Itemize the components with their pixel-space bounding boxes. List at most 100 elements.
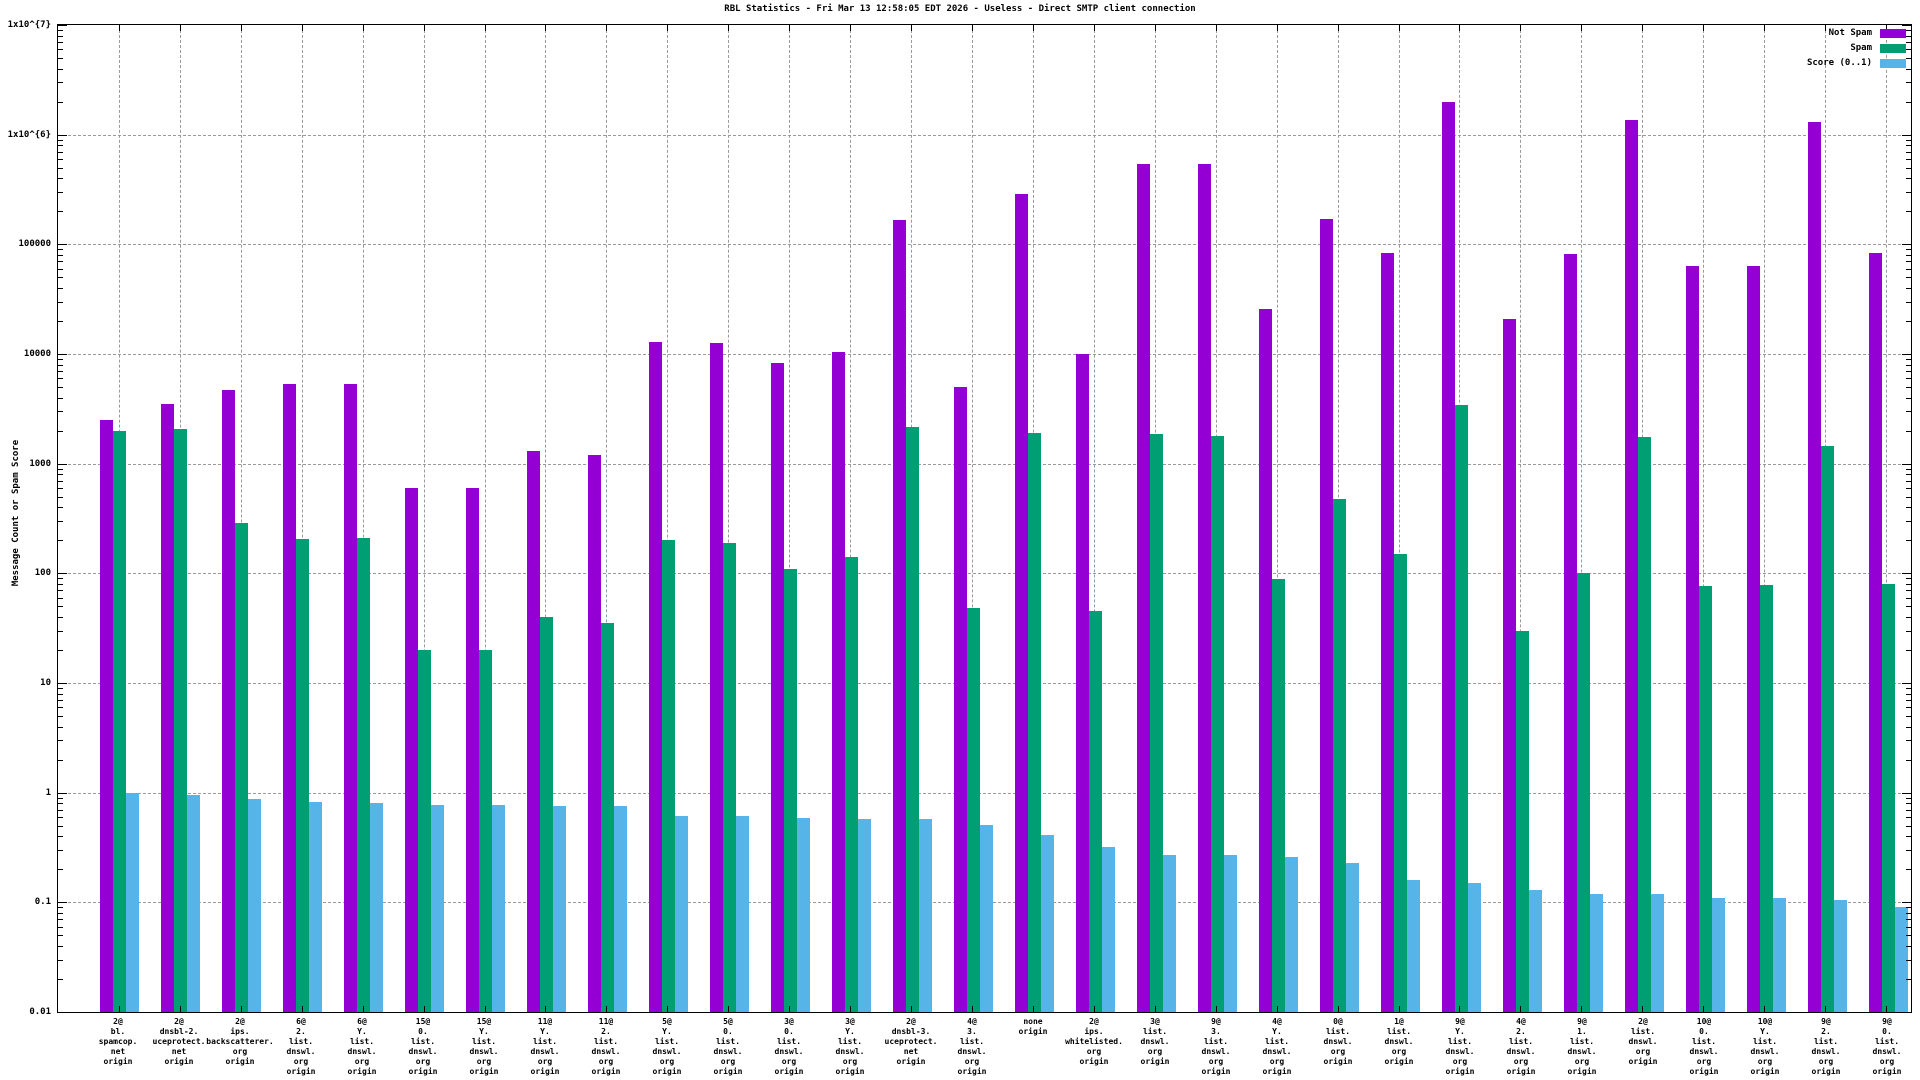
category-gridline [606,25,608,1012]
y-minor-tick [58,816,63,818]
y-minor-tick [58,912,63,914]
x-category-label: 2@ list. dnswl. org origin [1628,1017,1658,1066]
bar-cluster [1197,25,1237,1012]
bar-spam [356,538,370,1012]
y-minor-tick [1906,978,1911,980]
x-tick [545,25,547,31]
y-minor-tick [58,268,63,270]
y-minor-tick [1906,935,1911,937]
y-major-tick [1902,902,1911,904]
x-tick [1581,25,1583,31]
bar-spam [1088,611,1102,1012]
bar-score-0-1- [308,802,322,1012]
y-minor-tick [1906,151,1911,153]
y-minor-tick [58,158,63,160]
bar-score-0-1- [1833,900,1847,1012]
legend-swatch [1880,43,1906,53]
y-major-tick [1902,1012,1911,1013]
y-minor-tick [1906,158,1911,160]
y-minor-tick [1906,468,1911,470]
y-minor-tick [58,58,63,59]
y-minor-tick [58,919,63,921]
bar-not-spam [1563,254,1577,1012]
bar-not-spam [1685,266,1699,1012]
y-minor-tick [1906,907,1911,909]
legend-swatch [1880,28,1906,38]
bar-cluster [1807,25,1847,1012]
bar-score-0-1- [796,817,810,1012]
y-major-tick [58,683,67,684]
bar-spam [1454,405,1468,1012]
y-minor-tick [1906,364,1911,366]
bar-cluster [1624,25,1664,1012]
y-minor-tick [1906,707,1911,709]
y-minor-tick [58,411,63,413]
x-tick [1154,25,1156,31]
y-minor-tick [1906,630,1911,632]
bar-score-0-1- [857,818,871,1012]
x-tick [1093,1006,1095,1012]
bar-spam [1332,498,1346,1012]
y-minor-tick [1906,68,1911,70]
y-major-tick [58,134,67,136]
y-minor-tick [58,359,63,361]
x-category-label: 9@ 0. list. dnswl. org origin [1872,1017,1902,1076]
major-gridline [58,134,1911,136]
bar-score-0-1- [1284,856,1298,1012]
bar-cluster [1380,25,1420,1012]
y-major-tick [58,354,67,355]
bar-cluster [1563,25,1603,1012]
bar-not-spam [1197,164,1211,1012]
category-gridline [1703,25,1705,1012]
y-minor-tick [58,869,63,871]
bar-not-spam [1319,219,1333,1012]
x-tick [1215,1006,1217,1012]
x-tick [1703,25,1705,31]
y-minor-tick [58,474,63,476]
y-minor-tick [58,836,63,838]
y-minor-tick [1906,693,1911,695]
y-minor-tick [1906,597,1911,599]
bar-not-spam [282,384,296,1012]
y-tick-label: 1x10^{7} [7,20,51,30]
bar-spam [295,539,309,1012]
y-minor-tick [1906,139,1911,141]
legend: Not Spam Spam Score (0..1) [1807,28,1906,73]
y-tick-label: 1000 [29,458,51,469]
y-minor-tick [58,707,63,709]
x-tick [484,1006,486,1012]
x-tick [301,1006,303,1012]
y-minor-tick [58,507,63,509]
y-minor-tick [58,41,63,43]
y-minor-tick [1906,301,1911,303]
y-minor-tick [58,378,63,380]
major-gridline [58,683,1911,684]
bar-spam [722,542,736,1012]
y-major-tick [1902,134,1911,136]
x-tick [545,1006,547,1012]
x-tick [1215,25,1217,31]
y-minor-tick [1906,397,1911,399]
bar-score-0-1- [979,824,993,1012]
category-gridline [1093,25,1095,1012]
category-gridline [1886,25,1888,1012]
x-tick [1276,1006,1278,1012]
x-tick [362,25,364,31]
y-minor-tick [1906,145,1911,147]
x-tick [850,1006,852,1012]
bar-score-0-1- [1467,883,1481,1012]
major-gridline [58,573,1911,575]
x-category-label: 2@ ips. whitelisted. org origin [1065,1017,1123,1066]
bar-not-spam [1502,318,1516,1012]
y-minor-tick [1906,320,1911,322]
bar-cluster [221,25,261,1012]
bar-cluster [343,25,383,1012]
y-minor-tick [58,688,63,690]
bar-not-spam [648,341,662,1012]
y-minor-tick [58,430,63,432]
y-minor-tick [1906,606,1911,608]
y-minor-tick [1906,277,1911,279]
x-tick [1337,1006,1339,1012]
y-minor-tick [1906,268,1911,270]
y-minor-tick [58,287,63,289]
